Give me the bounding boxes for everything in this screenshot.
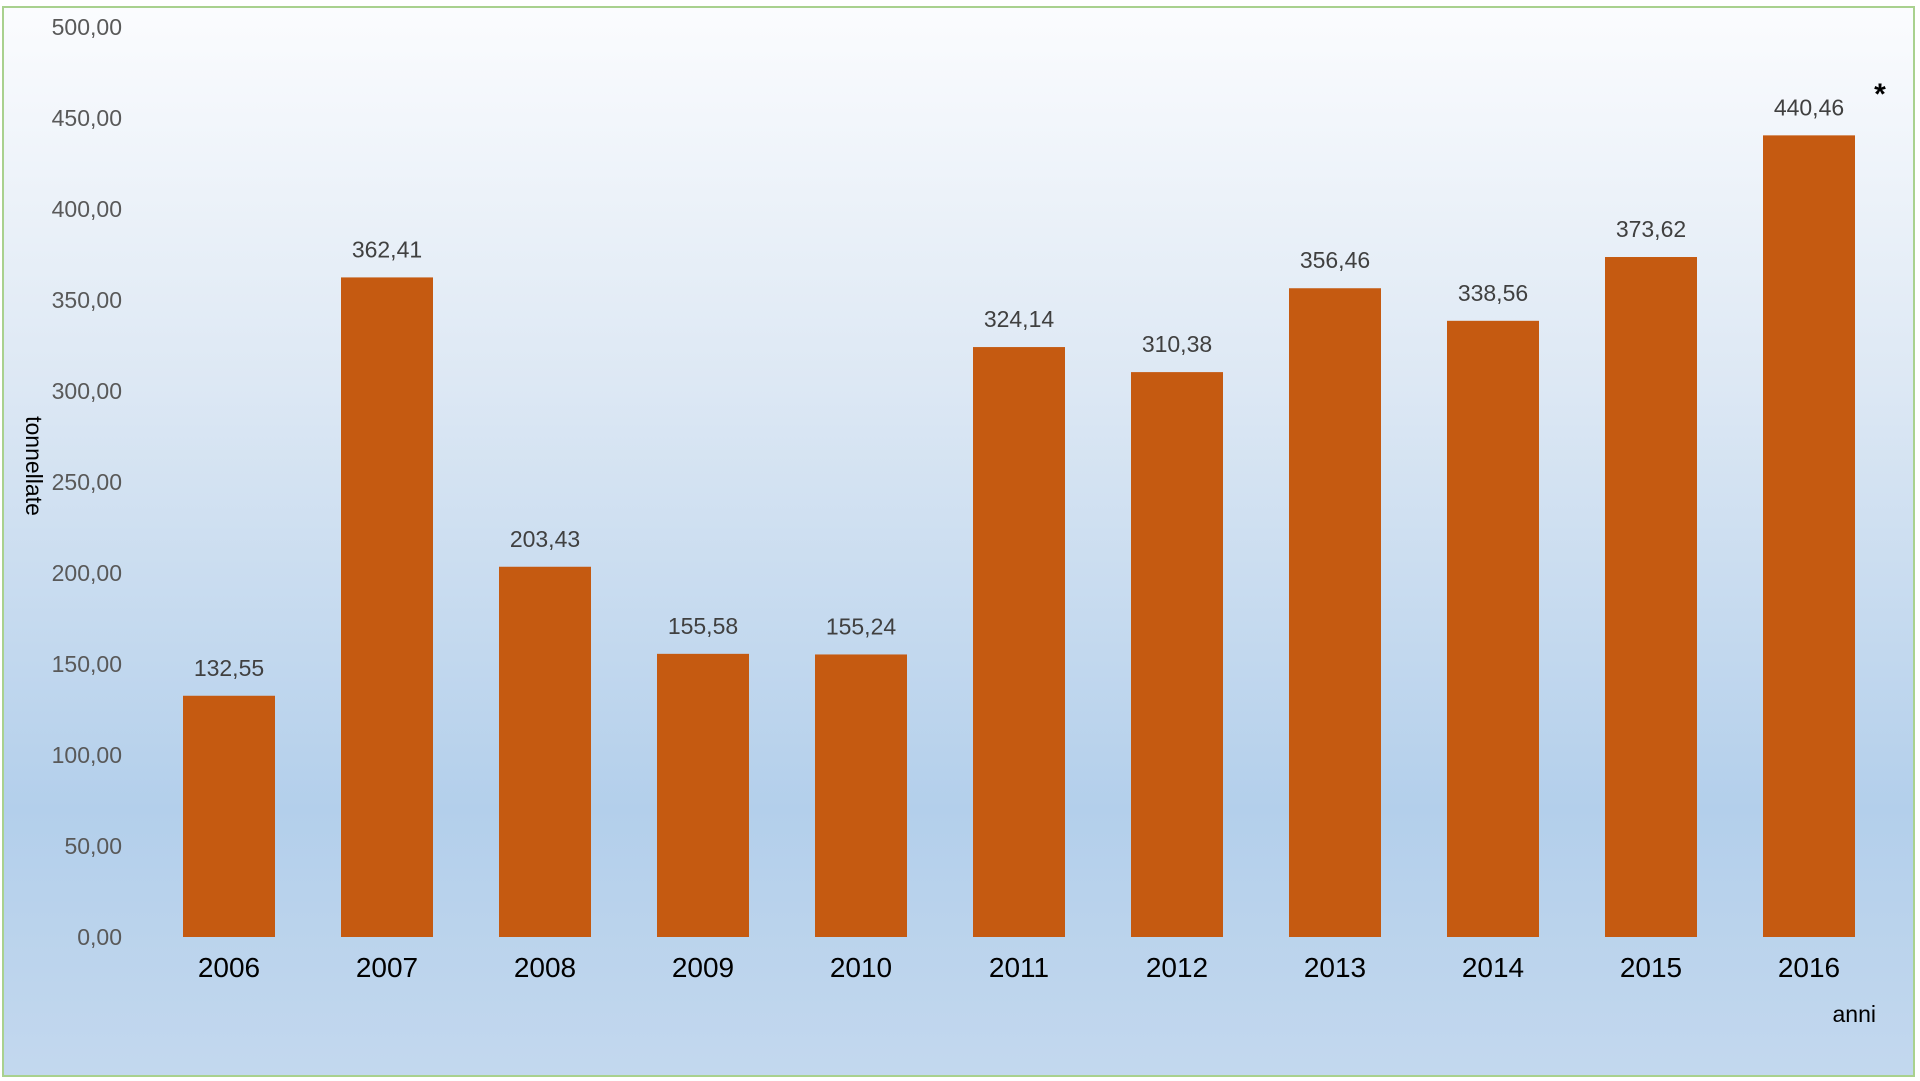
y-tick-label: 250,00: [52, 469, 122, 495]
x-tick-label-2015: 2015: [1620, 952, 1682, 983]
bar-2013: [1289, 288, 1381, 937]
y-tick-label: 150,00: [52, 651, 122, 677]
y-tick-label: 200,00: [52, 560, 122, 586]
x-tick-label-2012: 2012: [1146, 952, 1208, 983]
chart-frame: [2, 6, 1915, 1077]
bar-2011: [973, 347, 1065, 937]
value-label-2015: 373,62: [1616, 216, 1686, 242]
value-label-2010: 155,24: [826, 613, 897, 639]
bar-2008: [499, 566, 591, 937]
bar-2015: [1605, 257, 1697, 937]
value-label-2008: 203,43: [510, 526, 580, 552]
bar-2014: [1447, 320, 1539, 937]
value-label-2012: 310,38: [1142, 331, 1212, 357]
bar-2007: [341, 277, 433, 937]
y-axis-title: tonnellate: [21, 416, 47, 516]
value-label-2011: 324,14: [984, 306, 1055, 332]
x-tick-label-2007: 2007: [356, 952, 418, 983]
value-label-2006: 132,55: [194, 655, 264, 681]
y-tick-label: 450,00: [52, 105, 122, 131]
y-tick-label: 300,00: [52, 378, 122, 404]
x-axis-ticks: 2006 2007 2008 2009 2010 2011 2012 2013 2014 2015…: [198, 952, 1840, 983]
y-tick-label: 100,00: [52, 742, 122, 768]
bar-2009: [657, 653, 749, 937]
value-label-2007: 362,41: [352, 236, 422, 262]
x-tick-label-2014: 2014: [1462, 952, 1524, 983]
y-tick-label: 0,00: [77, 924, 122, 950]
x-tick-label-2008: 2008: [514, 952, 576, 983]
value-label-2013: 356,46: [1300, 247, 1370, 273]
x-tick-label-2016: 2016: [1778, 952, 1840, 983]
bar-2010: [815, 654, 907, 937]
y-tick-label: 400,00: [52, 196, 122, 222]
y-tick-label: 350,00: [52, 287, 122, 313]
x-tick-label-2011: 2011: [989, 952, 1049, 983]
x-tick-label-2013: 2013: [1304, 952, 1366, 983]
bar-2006: [183, 695, 275, 937]
annotation-asterisk: *: [1874, 78, 1886, 111]
x-tick-label-2010: 2010: [830, 952, 892, 983]
y-tick-label: 500,00: [52, 14, 122, 40]
value-label-2014: 338,56: [1458, 280, 1528, 306]
y-axis-ticks: 0,00 50,00 100,00 150,00 200,00 250,00 300,00 3…: [52, 14, 122, 950]
bar-2012: [1131, 372, 1223, 937]
x-axis-title: anni: [1833, 1001, 1876, 1027]
y-tick-label: 50,00: [64, 833, 122, 859]
bars: [183, 135, 1855, 937]
value-label-2016: 440,46: [1774, 94, 1844, 120]
bar-2016: [1763, 135, 1855, 937]
value-labels: 132,55 362,41 203,43 155,58 155,24 324,14 310,…: [194, 94, 1844, 680]
x-tick-label-2006: 2006: [198, 952, 260, 983]
x-tick-label-2009: 2009: [672, 952, 734, 983]
value-label-2009: 155,58: [668, 613, 738, 639]
